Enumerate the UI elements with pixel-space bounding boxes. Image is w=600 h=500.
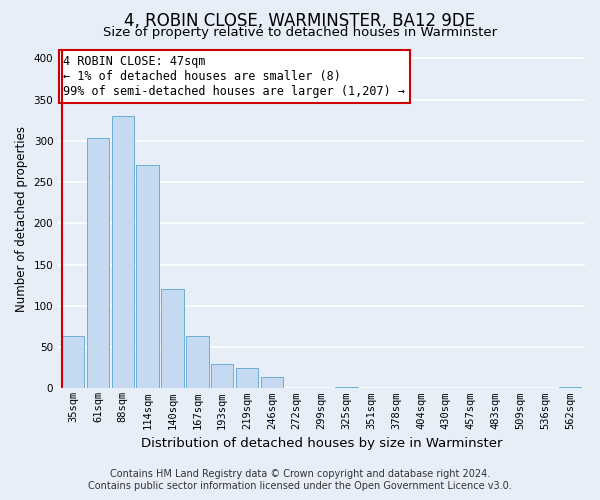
Bar <box>136 164 159 388</box>
Bar <box>260 377 283 388</box>
Bar <box>335 386 358 388</box>
Text: Size of property relative to detached houses in Warminster: Size of property relative to detached ho… <box>103 26 497 39</box>
Text: 4 ROBIN CLOSE: 47sqm
← 1% of detached houses are smaller (8)
99% of semi-detache: 4 ROBIN CLOSE: 47sqm ← 1% of detached ho… <box>64 55 406 98</box>
Bar <box>186 336 209 388</box>
Bar <box>559 386 581 388</box>
Bar <box>87 138 109 388</box>
Bar <box>161 290 184 388</box>
Text: 4, ROBIN CLOSE, WARMINSTER, BA12 9DE: 4, ROBIN CLOSE, WARMINSTER, BA12 9DE <box>124 12 476 30</box>
Bar <box>211 364 233 388</box>
Bar <box>62 336 84 388</box>
X-axis label: Distribution of detached houses by size in Warminster: Distribution of detached houses by size … <box>141 437 502 450</box>
Text: Contains HM Land Registry data © Crown copyright and database right 2024.
Contai: Contains HM Land Registry data © Crown c… <box>88 470 512 491</box>
Bar <box>236 368 258 388</box>
Bar <box>112 116 134 388</box>
Y-axis label: Number of detached properties: Number of detached properties <box>15 126 28 312</box>
